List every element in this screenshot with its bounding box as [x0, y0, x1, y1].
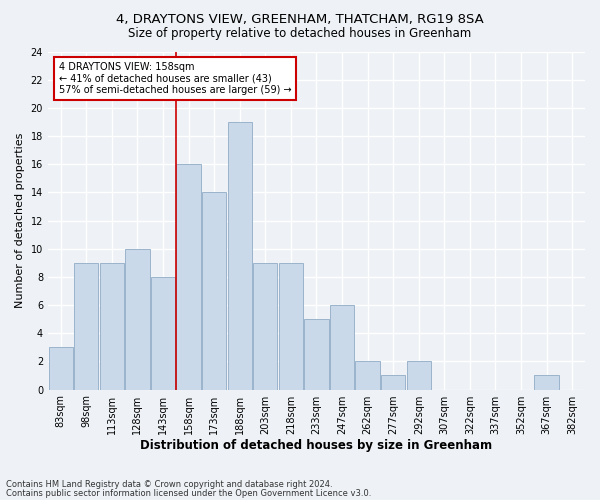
Bar — [330, 305, 354, 390]
Bar — [227, 122, 252, 390]
Bar — [304, 319, 329, 390]
Bar — [535, 376, 559, 390]
Bar — [100, 263, 124, 390]
Text: 4 DRAYTONS VIEW: 158sqm
← 41% of detached houses are smaller (43)
57% of semi-de: 4 DRAYTONS VIEW: 158sqm ← 41% of detache… — [59, 62, 291, 95]
Bar — [74, 263, 98, 390]
Bar — [151, 277, 175, 390]
Bar — [407, 362, 431, 390]
Y-axis label: Number of detached properties: Number of detached properties — [15, 133, 25, 308]
Bar — [49, 348, 73, 390]
Text: Contains HM Land Registry data © Crown copyright and database right 2024.: Contains HM Land Registry data © Crown c… — [6, 480, 332, 489]
Bar — [253, 263, 277, 390]
Bar — [355, 362, 380, 390]
Text: 4, DRAYTONS VIEW, GREENHAM, THATCHAM, RG19 8SA: 4, DRAYTONS VIEW, GREENHAM, THATCHAM, RG… — [116, 12, 484, 26]
Bar — [279, 263, 303, 390]
Bar — [176, 164, 201, 390]
Text: Contains public sector information licensed under the Open Government Licence v3: Contains public sector information licen… — [6, 489, 371, 498]
Bar — [202, 192, 226, 390]
Bar — [381, 376, 406, 390]
Text: Size of property relative to detached houses in Greenham: Size of property relative to detached ho… — [128, 28, 472, 40]
Bar — [125, 248, 149, 390]
X-axis label: Distribution of detached houses by size in Greenham: Distribution of detached houses by size … — [140, 440, 493, 452]
